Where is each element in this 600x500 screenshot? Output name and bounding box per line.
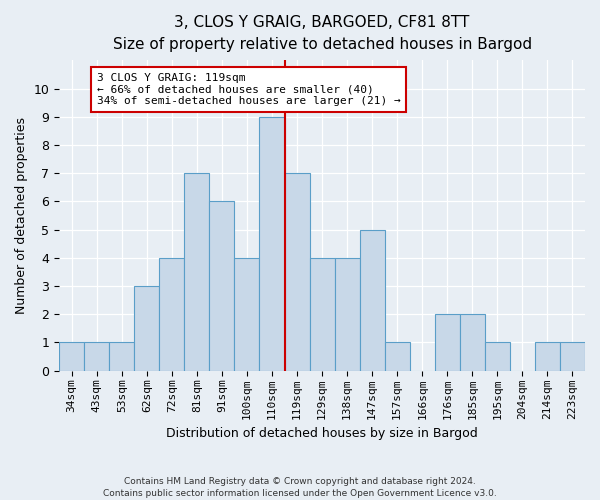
- Bar: [235, 258, 259, 370]
- Bar: [84, 342, 109, 370]
- Bar: [259, 116, 284, 370]
- X-axis label: Distribution of detached houses by size in Bargod: Distribution of detached houses by size …: [166, 427, 478, 440]
- Bar: [460, 314, 485, 370]
- Bar: [560, 342, 585, 370]
- Y-axis label: Number of detached properties: Number of detached properties: [15, 117, 28, 314]
- Bar: [359, 230, 385, 370]
- Bar: [485, 342, 510, 370]
- Bar: [535, 342, 560, 370]
- Bar: [435, 314, 460, 370]
- Text: 3 CLOS Y GRAIG: 119sqm
← 66% of detached houses are smaller (40)
34% of semi-det: 3 CLOS Y GRAIG: 119sqm ← 66% of detached…: [97, 73, 400, 106]
- Bar: [109, 342, 134, 370]
- Bar: [385, 342, 410, 370]
- Bar: [160, 258, 184, 370]
- Bar: [335, 258, 359, 370]
- Title: 3, CLOS Y GRAIG, BARGOED, CF81 8TT
Size of property relative to detached houses : 3, CLOS Y GRAIG, BARGOED, CF81 8TT Size …: [113, 15, 532, 52]
- Text: Contains HM Land Registry data © Crown copyright and database right 2024.
Contai: Contains HM Land Registry data © Crown c…: [103, 476, 497, 498]
- Bar: [59, 342, 84, 370]
- Bar: [184, 173, 209, 370]
- Bar: [310, 258, 335, 370]
- Bar: [284, 173, 310, 370]
- Bar: [209, 202, 235, 370]
- Bar: [134, 286, 160, 370]
